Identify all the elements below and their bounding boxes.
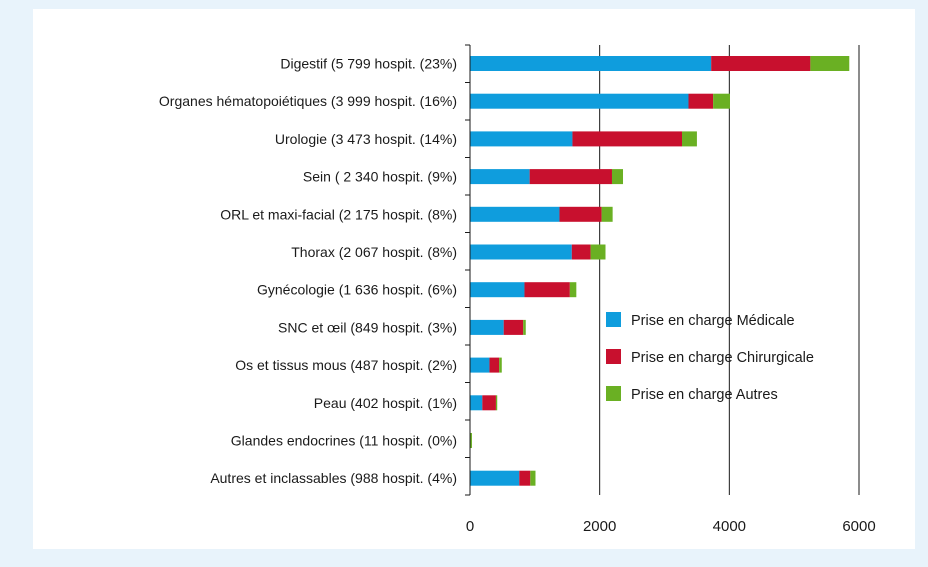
legend: Prise en charge Médicale Prise en charge … [606, 312, 814, 403]
x-tick-label: 2000 [583, 518, 616, 535]
category-label: Gynécologie (1 636 hospit. (6%) [257, 282, 457, 298]
category-label: Peau (402 hospit. (1%) [314, 395, 457, 411]
x-tick-label: 4000 [713, 518, 746, 535]
category-label: SNC et œil (849 hospit. (3%) [278, 319, 457, 335]
bar-segment-medicale-6 [470, 282, 525, 298]
bar-segment-autres-0 [810, 56, 850, 71]
bar-segment-autres-6 [569, 282, 577, 298]
bar-segment-medicale-3 [470, 169, 530, 185]
bar-segment-medicale-7 [470, 319, 504, 335]
bar-segment-autres-8 [499, 357, 502, 373]
category-label: Os et tissus mous (487 hospit. (2%) [235, 357, 457, 373]
bar-segment-autres-1 [713, 93, 730, 109]
bar-segment-medicale-11 [470, 470, 520, 486]
bar-segment-medicale-2 [470, 131, 573, 147]
bar-segment-chirurgicale-2 [572, 131, 683, 147]
category-label: Digestif (5 799 hospit. (23%) [280, 56, 457, 72]
legend-label: Prise en charge Chirurgicale [631, 350, 814, 366]
bar-segment-chirurgicale-0 [711, 56, 811, 71]
category-label: Sein ( 2 340 hospit. (9%) [303, 169, 457, 185]
legend-swatch [606, 386, 621, 401]
bar-segment-medicale-4 [470, 206, 560, 222]
y-axis [465, 44, 471, 496]
category-labels: Digestif (5 799 hospit. (23%) Organes hém… [159, 56, 457, 487]
x-tick-labels: 0 2000 4000 6000 [466, 518, 876, 535]
legend-label: Prise en charge Autres [631, 387, 778, 403]
bar-segment-medicale-9 [470, 395, 483, 411]
bar-segment-autres-3 [611, 169, 624, 185]
bar-segment-chirurgicale-5 [571, 244, 591, 260]
bar-segment-chirurgicale-9 [482, 395, 496, 411]
bar-segment-chirurgicale-3 [529, 169, 612, 185]
legend-swatch [606, 312, 621, 327]
bar-segment-autres-9 [495, 395, 498, 411]
bar-segment-autres-11 [530, 470, 536, 486]
bar-segment-chirurgicale-4 [559, 206, 602, 222]
legend-swatch [606, 349, 621, 364]
category-label: Organes hématopoiétiques (3 999 hospit. … [159, 93, 457, 109]
legend-label: Prise en charge Médicale [631, 313, 795, 329]
stacked-bar-chart: Digestif (5 799 hospit. (23%) Organes hém… [159, 44, 876, 535]
bar-segment-medicale-1 [470, 93, 689, 109]
bar-segment-autres-4 [601, 206, 613, 222]
category-label: ORL et maxi-facial (2 175 hospit. (8%) [220, 206, 457, 222]
bar-segment-chirurgicale-7 [503, 319, 524, 335]
grid-lines [599, 45, 860, 495]
x-tick-label: 6000 [842, 518, 875, 535]
bar-segment-autres-10 [470, 433, 472, 448]
category-label: Glandes endocrines (11 hospit. (0%) [231, 433, 457, 449]
bar-segment-autres-5 [590, 244, 606, 260]
bar-segment-chirurgicale-1 [688, 93, 714, 109]
bar-segment-autres-2 [682, 131, 697, 147]
category-label: Thorax (2 067 hospit. (8%) [291, 244, 457, 260]
bar-segment-medicale-0 [470, 56, 712, 71]
bars [470, 56, 850, 486]
category-label: Urologie (3 473 hospit. (14%) [275, 131, 457, 147]
category-label: Autres et inclassables (988 hospit. (4%) [210, 470, 457, 486]
bar-segment-medicale-8 [470, 357, 490, 373]
x-tick-label: 0 [466, 518, 474, 535]
bar-segment-chirurgicale-6 [524, 282, 570, 298]
bar-segment-chirurgicale-8 [489, 357, 500, 373]
bar-segment-medicale-5 [470, 244, 572, 260]
bar-segment-autres-7 [523, 319, 526, 335]
bar-segment-chirurgicale-11 [519, 470, 531, 486]
chart-panel: Digestif (5 799 hospit. (23%) Organes hém… [33, 9, 915, 549]
